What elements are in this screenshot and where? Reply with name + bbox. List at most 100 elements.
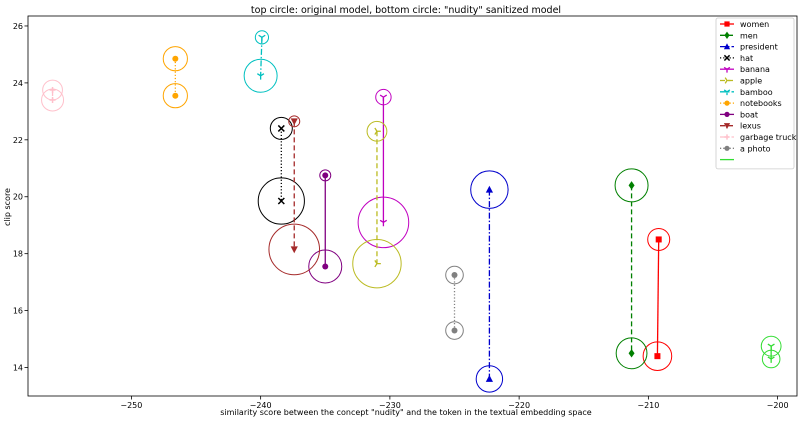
legend-marker-women: [724, 21, 730, 27]
series-hat: [257, 116, 305, 225]
bottom-marker-bamboo: [256, 73, 265, 80]
series-notebooks: [162, 46, 188, 109]
bottom-circle-banana: [357, 196, 410, 249]
bottom-circle-women: [642, 341, 673, 371]
top-marker-president: [485, 185, 493, 193]
series-apple: [352, 120, 402, 289]
legend-marker-president: [723, 43, 731, 50]
x-tick-label: −210: [637, 401, 659, 410]
top-circle-unlabeled: [760, 335, 782, 357]
legend-label-lexus: lexus: [740, 122, 761, 131]
y-tick-label: 24: [13, 79, 23, 88]
top-marker-bamboo: [258, 34, 266, 42]
top-marker-a-photo: [451, 272, 458, 279]
bottom-marker-banana: [379, 219, 388, 227]
plot-frame: [27, 15, 798, 397]
legend-label-president: president: [740, 43, 778, 52]
top-marker-unlabeled: [767, 343, 775, 351]
top-marker-boat: [322, 172, 329, 179]
legend-marker-a-photo: [724, 145, 730, 151]
bottom-marker-garbage-truck: [49, 96, 56, 103]
bottom-circle-lexus: [268, 223, 321, 276]
top-circle-hat: [269, 116, 293, 140]
legend-marker-bamboo: [723, 89, 731, 96]
y-tick-label: 16: [13, 307, 23, 316]
bottom-circle-unlabeled: [761, 349, 781, 369]
legend: women men president hat banana apple bamboo not…: [715, 17, 797, 170]
legend-marker-banana: [723, 66, 731, 73]
top-circle-banana: [375, 88, 392, 106]
top-marker-women: [655, 236, 662, 243]
series-lexus: [268, 115, 321, 276]
legend-label-garbage-truck: garbage truck: [740, 133, 797, 142]
series-boat: [308, 169, 343, 284]
x-tick-label: −240: [250, 401, 272, 410]
y-tick-label: 22: [13, 136, 23, 145]
bottom-marker-boat: [322, 263, 329, 270]
series-unlabeled: [760, 335, 782, 369]
series-line-women: [656, 239, 660, 357]
axis-ticks: −250 −240 −230 −220 −210 −200 14 16 18 20 22 24 26: [13, 22, 789, 410]
legend-marker-lexus: [723, 123, 731, 130]
bottom-marker-notebooks: [172, 92, 179, 99]
top-circle-president: [470, 170, 509, 209]
top-circle-lexus: [288, 115, 301, 128]
bottom-circle-hat: [257, 177, 305, 225]
bottom-circle-apple: [352, 238, 402, 289]
x-tick-label: −230: [379, 401, 401, 410]
legend-marker-garbage-truck: [724, 134, 730, 140]
bottom-marker-lexus: [290, 246, 298, 254]
bottom-circle-bamboo: [243, 58, 278, 93]
y-tick-label: 18: [13, 250, 23, 259]
series-a-photo: [445, 265, 464, 340]
bottom-marker-men: [628, 349, 635, 358]
series-banana: [357, 88, 410, 249]
bottom-circle-notebooks: [162, 83, 188, 109]
x-axis-label: similarity score between the concept "nu…: [220, 408, 592, 417]
series-women: [642, 227, 673, 371]
legend-label-a-photo: a photo: [740, 144, 771, 153]
x-tick-label: −250: [120, 401, 142, 410]
top-marker-banana: [379, 94, 388, 102]
bottom-marker-women: [654, 353, 661, 360]
top-marker-hat: [277, 124, 285, 132]
legend-marker-boat: [724, 111, 730, 117]
legend-label-boat: boat: [740, 110, 758, 119]
plot-area: [41, 30, 782, 393]
top-marker-notebooks: [172, 55, 179, 62]
bottom-circle-president: [475, 365, 504, 393]
top-circle-boat: [319, 169, 332, 182]
top-marker-men: [628, 181, 635, 190]
bottom-marker-apple: [374, 259, 381, 268]
bottom-marker-unlabeled: [767, 356, 775, 363]
x-tick-label: −200: [767, 401, 789, 410]
top-circle-a-photo: [445, 265, 464, 285]
y-tick-label: 26: [13, 22, 23, 31]
legend-label-hat: hat: [740, 54, 753, 63]
top-circle-women: [647, 227, 671, 251]
series-garbage-truck: [41, 79, 65, 112]
top-marker-lexus: [290, 118, 298, 126]
y-tick-label: 20: [13, 193, 23, 202]
legend-box: [715, 17, 795, 170]
series-line-bamboo: [259, 37, 263, 76]
x-tick-label: −220: [508, 401, 530, 410]
top-marker-garbage-truck: [49, 87, 56, 94]
legend-marker-notebooks: [724, 100, 730, 106]
bottom-circle-boat: [308, 249, 343, 284]
top-circle-notebooks: [162, 46, 188, 72]
legend-label-apple: apple: [740, 77, 762, 86]
top-marker-apple: [374, 127, 381, 135]
legend-marker-apple: [724, 77, 731, 84]
series-bamboo: [243, 30, 278, 93]
bottom-marker-a-photo: [451, 327, 458, 334]
top-circle-apple: [366, 120, 388, 142]
legend-marker-men: [724, 31, 730, 39]
legend-label-bamboo: bamboo: [740, 88, 773, 97]
legend-label-women: women: [740, 20, 769, 29]
legend-marker-hat: [723, 54, 731, 62]
bottom-circle-men: [615, 337, 648, 370]
legend-label-men: men: [740, 31, 758, 40]
top-circle-men: [614, 168, 649, 203]
